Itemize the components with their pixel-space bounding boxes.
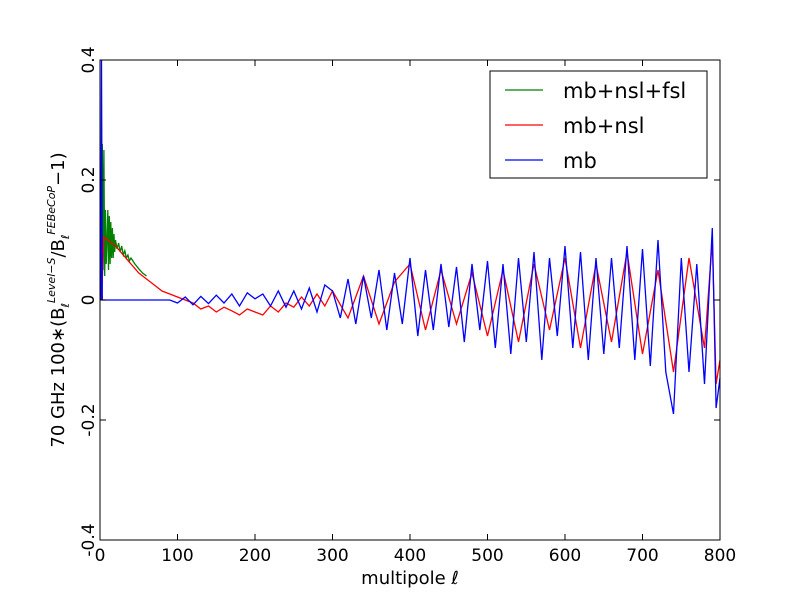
y-ticks: -0.4 -0.2 0 0.2 0.4: [79, 46, 720, 557]
x-axis-label: multipole ℓ: [361, 568, 459, 589]
x-ticks: 0 100 200 300 400 500 600 700 800: [95, 60, 736, 566]
legend-label-mb: mb: [563, 149, 597, 173]
x-tick-label: 500: [471, 546, 503, 566]
x-tick-label: 600: [549, 546, 581, 566]
series-lines: [100, 59, 721, 415]
series-line-mb-nsl: [100, 235, 721, 385]
legend: mb+nsl+fsl mb+nsl mb: [489, 70, 708, 179]
y-tick-label: -0.2: [79, 403, 99, 436]
x-tick-label: 0: [95, 546, 106, 566]
legend-label-mb-nsl-fsl: mb+nsl+fsl: [563, 79, 686, 103]
y-label-prefix: 70 GHz 100∗(B: [48, 308, 69, 448]
y-tick-label: 0: [79, 295, 99, 306]
y-label-mid: /B: [48, 239, 69, 257]
y-label-sub: ℓ: [59, 303, 72, 309]
y-label-sub2: ℓ: [59, 235, 72, 241]
x-tick-label: 300: [316, 546, 348, 566]
y-label-suffix: −1): [48, 152, 69, 186]
x-tick-label: 700: [626, 546, 658, 566]
y-tick-label: 0.4: [79, 46, 99, 73]
series-line-mb-nsl-fsl: [100, 143, 147, 301]
x-tick-label: 800: [704, 546, 736, 566]
x-tick-label: 200: [239, 546, 271, 566]
y-axis-label: 70 GHz 100∗(BℓLevel−S/BℓFEBeCoP−1): [45, 152, 72, 447]
y-tick-label: 0.2: [79, 166, 99, 193]
series-line-mb: [100, 59, 721, 415]
y-label-sup: Level−S: [45, 258, 58, 303]
x-tick-label: 400: [394, 546, 426, 566]
legend-label-mb-nsl: mb+nsl: [563, 114, 644, 138]
x-tick-label: 100: [161, 546, 193, 566]
y-tick-label: -0.4: [79, 523, 99, 556]
y-label-sup2: FEBeCoP: [45, 186, 58, 235]
